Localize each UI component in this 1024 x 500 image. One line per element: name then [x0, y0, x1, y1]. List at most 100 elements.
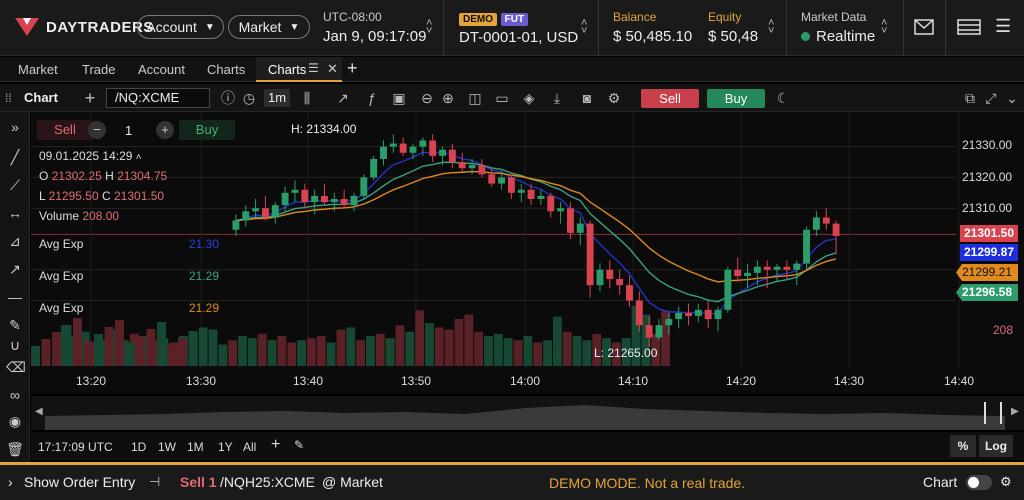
account-selector[interactable]: DEMO FUT DT-0001-01, USD — [459, 10, 578, 46]
chevron-updown-icon[interactable]: ˄ ˅ — [881, 17, 888, 37]
qty-value[interactable]: 1 — [125, 123, 133, 138]
arrow-tool-icon[interactable]: ↗ — [9, 261, 21, 277]
edit-pen-icon[interactable]: ✎ — [294, 438, 305, 452]
eraser-icon[interactable]: ⌫ — [6, 359, 26, 375]
equity-block: Equity $ 50,48 — [708, 10, 758, 45]
info-icon[interactable]: ⓘ — [221, 90, 235, 106]
market-data-block[interactable]: Market Data Realtime — [801, 10, 875, 45]
percent-toggle[interactable]: % — [950, 435, 976, 457]
horizontal-line-icon[interactable]: — — [8, 289, 22, 305]
camera-icon[interactable]: ◙ — [582, 90, 592, 106]
trash-icon[interactable]: 🗑 — [6, 441, 24, 457]
add-range-icon[interactable]: + — [271, 436, 281, 453]
channel-tool-icon[interactable]: ⊿ — [9, 233, 21, 249]
tab-trade[interactable]: Trade — [82, 62, 116, 77]
quick-buy-button[interactable]: Buy — [179, 120, 235, 140]
navigator-preview[interactable] — [45, 396, 1005, 430]
chevron-updown-icon[interactable]: ˄ ˅ — [426, 17, 433, 37]
chart-grid — [31, 112, 960, 368]
add-tab-icon[interactable]: + — [347, 58, 358, 78]
log-toggle[interactable]: Log — [979, 435, 1013, 457]
ray-tool-icon[interactable]: ⟋ — [10, 177, 20, 193]
ema-price-badge: 21299.21 — [956, 264, 1018, 281]
trend-line-icon[interactable]: ↗ — [337, 90, 349, 106]
dark-mode-moon-icon[interactable]: ☾ — [776, 90, 790, 106]
settings-gear-icon[interactable]: ⚙ — [607, 90, 621, 106]
sell-button[interactable]: Sell — [641, 89, 699, 108]
scroll-left-icon[interactable]: ◀ — [35, 406, 43, 417]
pin-icon[interactable]: ⊣ — [149, 474, 161, 489]
drag-handle-icon[interactable]: ⁞⁞ — [5, 91, 12, 105]
price-chart[interactable]: 13:20 13:30 13:40 13:50 14:00 14:10 14:20 14:30… — [31, 112, 1024, 394]
close-icon[interactable]: ✕ — [327, 61, 338, 76]
expand-tools-icon[interactable]: » — [11, 119, 19, 135]
account-dropdown[interactable]: Account ▼ — [137, 15, 224, 39]
tab-charts[interactable]: Charts — [207, 62, 246, 77]
menu-icon[interactable]: ☰ — [995, 16, 1012, 36]
show-order-entry-link[interactable]: Show Order Entry — [24, 474, 136, 490]
qty-decrease-icon[interactable]: − — [88, 121, 106, 139]
volume-bar — [503, 338, 513, 366]
visibility-eye-icon[interactable]: ◉ — [8, 413, 22, 429]
horizontal-ray-icon[interactable]: ↔ — [8, 205, 22, 221]
chevron-updown-icon[interactable]: ˄ ˅ — [581, 17, 588, 37]
brand-logo[interactable]: DAYTRADERS — [14, 16, 154, 38]
image-icon[interactable]: ▣ — [392, 90, 406, 106]
fullscreen-icon[interactable]: ⤢ — [985, 90, 997, 106]
collapse-icon[interactable]: ⌄ — [1006, 90, 1018, 106]
ema-blue-line — [235, 151, 837, 315]
zoom-out-icon[interactable]: ⊖ — [421, 90, 433, 106]
legend-date[interactable]: 09.01.2025 14:29 ˄ — [39, 149, 142, 163]
buy-button[interactable]: Buy — [707, 89, 765, 108]
candle-body — [468, 165, 476, 169]
status-dot-icon — [801, 32, 810, 41]
market-dropdown[interactable]: Market ▼ — [228, 15, 310, 39]
chart-toggle-switch[interactable] — [966, 475, 992, 490]
folder-icon[interactable]: ▭ — [495, 90, 509, 106]
clock-block[interactable]: UTC-08:00 Jan 9, 09:17:09 — [323, 10, 426, 45]
settings-gear-icon[interactable]: ⚙ — [1000, 474, 1012, 489]
volume-bar — [631, 306, 641, 366]
add-indicator-icon[interactable]: + — [84, 88, 96, 108]
clock-icon[interactable]: ◷ — [242, 90, 256, 106]
download-icon[interactable]: ⤓ — [553, 90, 561, 106]
tab-charts-active[interactable]: Charts ☰ ✕ — [256, 57, 342, 82]
indicator-name[interactable]: Avg Exp — [39, 237, 84, 251]
navigator-handle[interactable] — [984, 402, 1002, 424]
tab-market[interactable]: Market — [18, 62, 58, 77]
magnet-icon[interactable]: ∪ — [9, 337, 21, 353]
chart-canvas[interactable]: 13:20 13:30 13:40 13:50 14:00 14:10 14:20 14:30… — [31, 112, 1024, 394]
range-1y[interactable]: 1Y — [218, 440, 233, 454]
layers-icon[interactable]: ◈ — [523, 90, 535, 106]
pen-tool-icon[interactable]: ✎ — [9, 317, 21, 333]
range-1d[interactable]: 1D — [131, 440, 147, 454]
scroll-right-icon[interactable]: ▶ — [1011, 406, 1019, 417]
chart-navigator[interactable]: ◀ ▶ — [31, 396, 1024, 430]
split-layout-icon[interactable]: ◫ — [468, 90, 482, 106]
popout-icon[interactable]: ⧉ — [965, 90, 975, 106]
chevron-up-icon[interactable]: ˄ — [135, 152, 142, 163]
zoom-in-icon[interactable]: ⊕ — [442, 90, 454, 106]
symbol-input[interactable]: /NQ:XCME — [106, 88, 210, 108]
line-tool-icon[interactable]: ╱ — [10, 149, 20, 165]
chevron-right-icon[interactable]: › — [8, 474, 13, 490]
range-1w[interactable]: 1W — [158, 440, 176, 454]
tab-menu-icon[interactable]: ☰ — [308, 61, 319, 75]
volume-bar — [552, 316, 562, 366]
quick-sell-button[interactable]: Sell — [37, 120, 93, 140]
interval-select[interactable]: 1m — [264, 89, 291, 107]
tab-account[interactable]: Account — [138, 62, 185, 77]
qty-increase-icon[interactable]: + — [156, 121, 174, 139]
layout-icon[interactable] — [957, 19, 981, 35]
candle-type-icon[interactable]: ⫼ — [303, 90, 311, 106]
indicator-name[interactable]: Avg Exp — [39, 269, 84, 283]
link-icon[interactable]: ∞ — [10, 387, 20, 403]
range-all[interactable]: All — [243, 440, 257, 454]
divider — [598, 0, 599, 56]
chevron-updown-icon[interactable]: ˄ ˅ — [768, 17, 775, 37]
function-icon[interactable]: ƒ — [368, 90, 376, 106]
low-value: 21295.50 — [48, 189, 99, 203]
indicator-name[interactable]: Avg Exp — [39, 301, 84, 315]
range-1m[interactable]: 1M — [187, 440, 204, 454]
mail-icon[interactable] — [914, 19, 934, 35]
